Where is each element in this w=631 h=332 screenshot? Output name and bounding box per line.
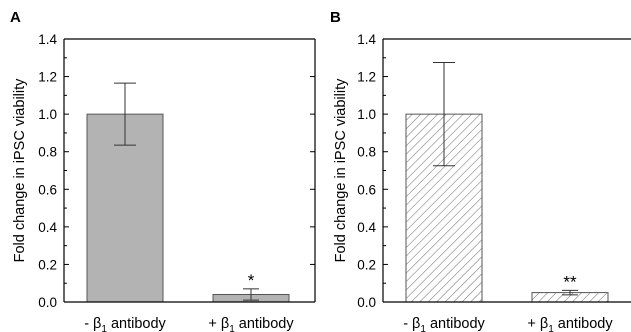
panel-letter: B — [330, 9, 341, 26]
y-tick-label: 1.0 — [38, 107, 57, 122]
y-tick-label: 0.2 — [357, 257, 376, 272]
y-tick-label: 0.6 — [38, 182, 57, 197]
y-tick-label: 0.0 — [38, 295, 57, 310]
y-tick-label: 1.4 — [357, 32, 376, 47]
y-tick-label: 0.4 — [38, 220, 57, 235]
panel-a: A - β1 antibody * + β1 antibody 0.0 0.2 0.4 0.6… — [10, 9, 316, 332]
y-tick-label: 1.2 — [357, 70, 376, 85]
y-axis-label: Fold change in iPSC viability — [333, 78, 349, 263]
significance-marker: ** — [563, 272, 577, 291]
y-tick-label: 0.8 — [38, 145, 57, 160]
y-tick-label: 0.8 — [357, 145, 376, 160]
x-tick-label: + β1 antibody — [527, 316, 613, 332]
y-tick-label: 0.6 — [357, 182, 376, 197]
significance-marker: * — [248, 271, 255, 290]
y-tick-label: 0.2 — [38, 257, 57, 272]
y-tick-label: 0.0 — [357, 295, 376, 310]
x-tick-label: + β1 antibody — [208, 316, 294, 332]
y-tick-label: 1.4 — [38, 32, 57, 47]
y-tick-label: 0.4 — [357, 220, 376, 235]
panel-b: B - β1 antibody ** + β1 antibody 0.0 0.2 0.4 0.… — [330, 9, 631, 332]
y-axis-label: Fold change in iPSC viability — [12, 78, 28, 263]
panel-letter: A — [10, 9, 21, 26]
y-tick-label: 1.2 — [38, 70, 57, 85]
y-tick-label: 1.0 — [357, 107, 376, 122]
x-tick-label: - β1 antibody — [403, 316, 485, 332]
x-tick-label: - β1 antibody — [84, 316, 166, 332]
